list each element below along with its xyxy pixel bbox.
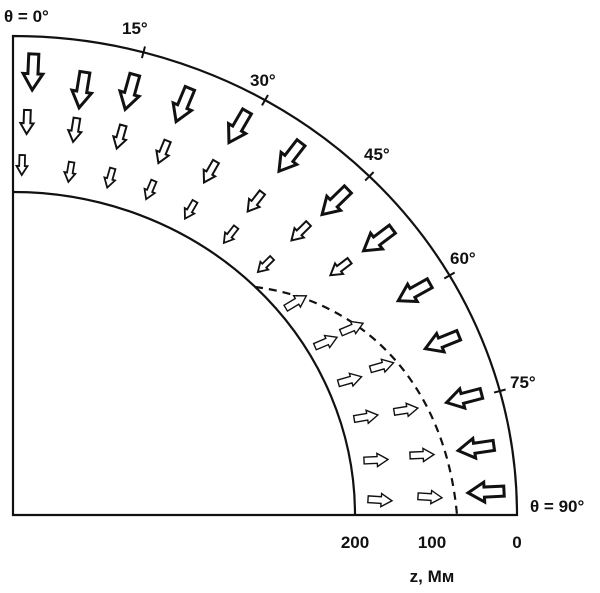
angle-label: 60° [450, 249, 476, 268]
arrow [315, 182, 355, 221]
arrow [410, 448, 435, 462]
arrow [369, 356, 396, 375]
arrow [368, 493, 393, 508]
arrow [22, 54, 43, 91]
arrow [167, 85, 199, 126]
arrow [422, 326, 463, 358]
arrow [198, 158, 221, 185]
arrow [116, 72, 145, 112]
arrow [102, 167, 118, 189]
z-tick-label: 100 [418, 533, 446, 552]
arrow [20, 110, 34, 134]
arrow [353, 409, 379, 426]
arrow [444, 384, 484, 412]
diagram: θ = 0° 15° 30° 45° 60° 75° θ = 90° 200 1… [0, 0, 600, 588]
inner-arc [13, 192, 355, 515]
arrow [312, 331, 339, 353]
arrow [67, 117, 84, 143]
geometry [13, 36, 517, 515]
angle-label: 75° [510, 373, 536, 392]
z-axis-label: z, Мм [410, 567, 455, 586]
arrow [220, 106, 255, 147]
arrow [152, 138, 173, 165]
arrow [287, 219, 313, 245]
angle-label: 15° [122, 19, 148, 38]
arrow [254, 254, 276, 276]
arrow [141, 179, 159, 202]
arrow [180, 199, 200, 222]
arrow [364, 453, 389, 467]
arrow [69, 71, 94, 110]
z-tick-label: 200 [341, 533, 369, 552]
angle-label: 30° [250, 71, 276, 90]
arrow [393, 402, 419, 419]
arrow [16, 155, 28, 175]
arrow [457, 436, 495, 461]
angle-label: 45° [364, 145, 390, 164]
arrow [110, 124, 129, 151]
arrow [271, 137, 309, 178]
arrow [242, 188, 267, 215]
arrow [63, 161, 77, 183]
angle-label: θ = 0° [4, 7, 49, 26]
arrow [358, 221, 399, 258]
arrows [16, 54, 504, 508]
arrow [418, 490, 443, 505]
angle-label: θ = 90° [530, 497, 584, 516]
arrow [220, 224, 241, 247]
arrow [468, 481, 505, 503]
arrow [326, 256, 353, 281]
arrow [393, 275, 434, 310]
z-tick-label: 0 [512, 533, 521, 552]
arrow [337, 370, 364, 389]
